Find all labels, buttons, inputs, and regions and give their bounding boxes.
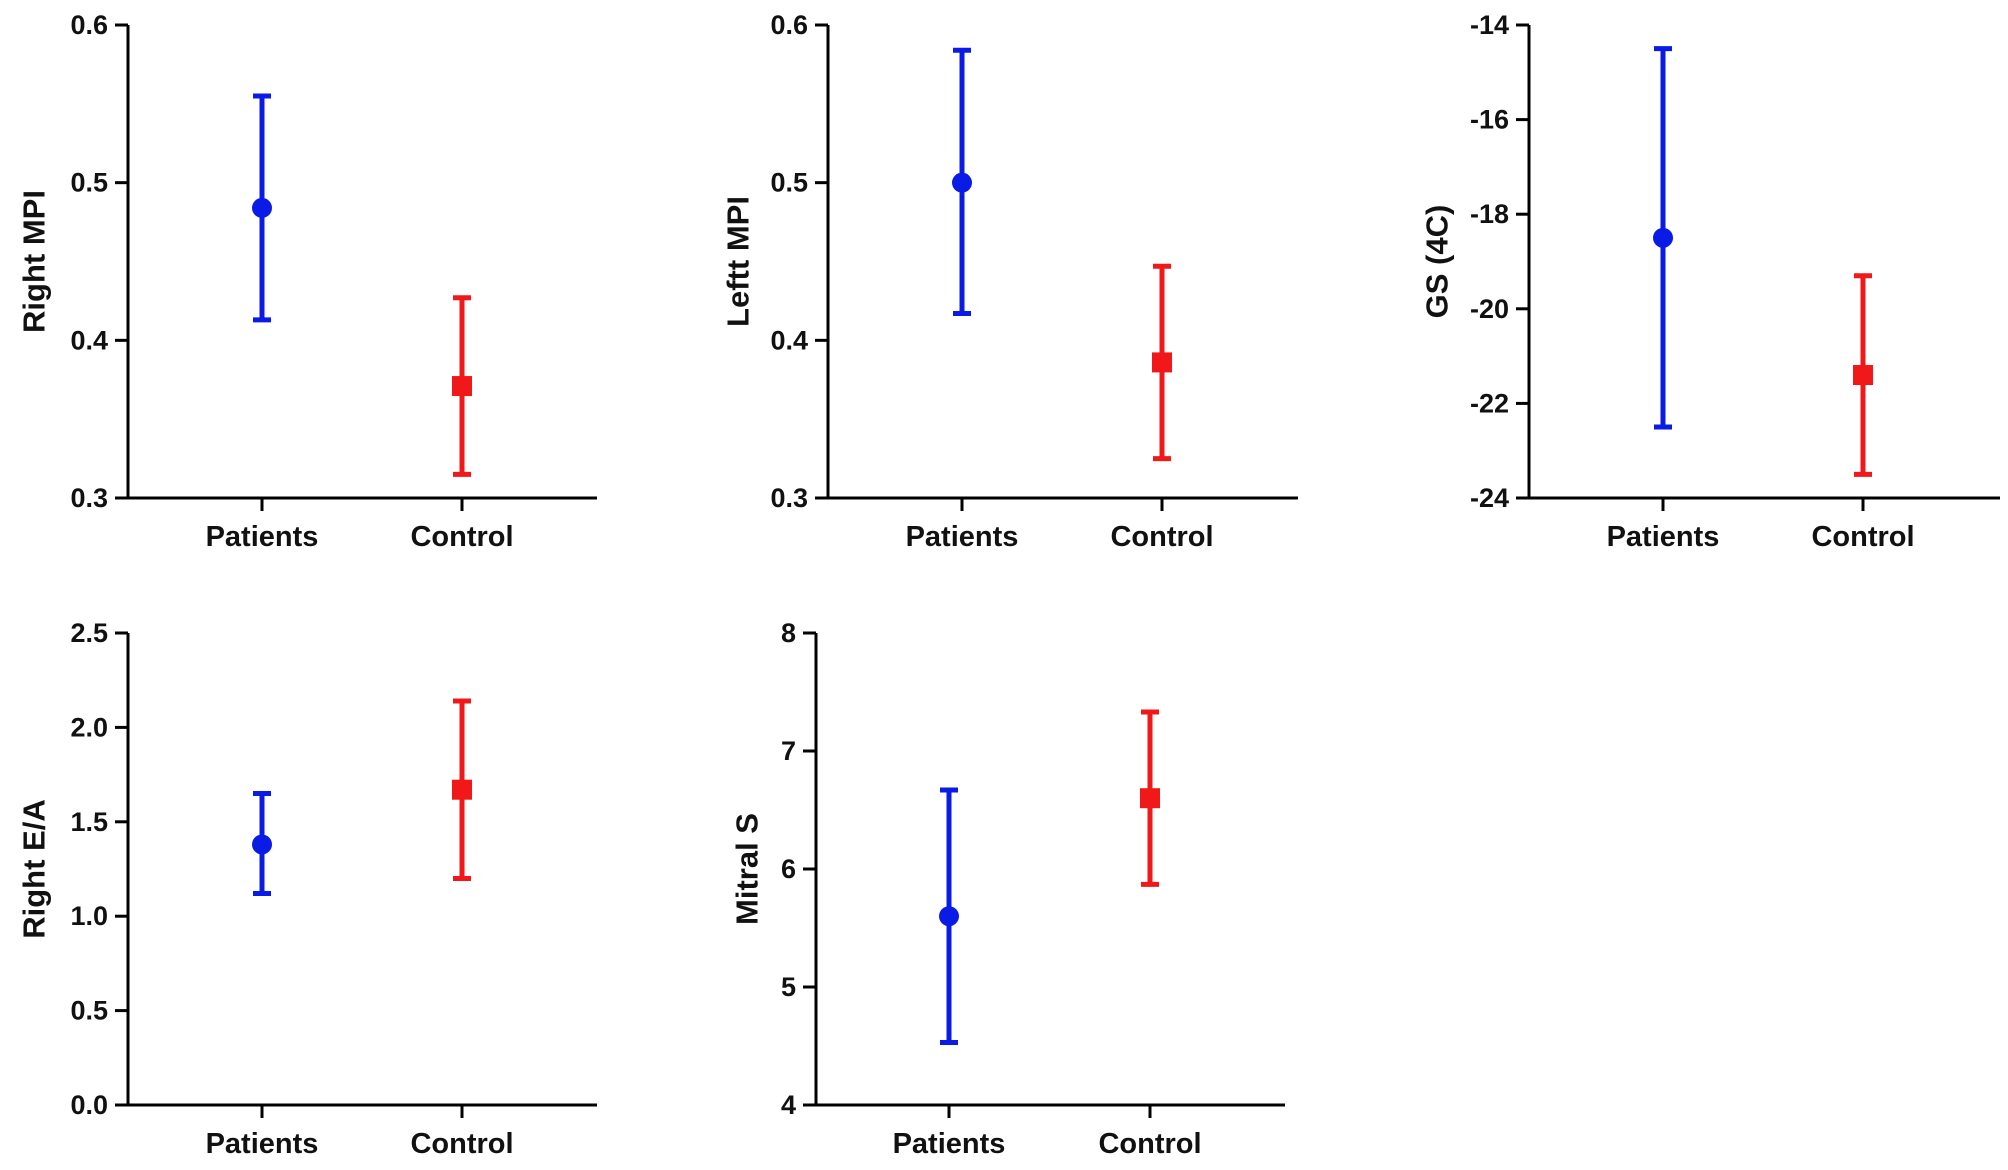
series-patients	[939, 787, 959, 1045]
chart-panel-4: 0.0 0.5 1.0 1.5 2.0 2.5 Patients Control Right E…	[17, 618, 597, 1160]
x-tick-label: Control	[1110, 521, 1213, 553]
mean-point-circle	[252, 197, 272, 218]
y-tick-label: 0.5	[70, 996, 108, 1026]
y-tick-label: 1.5	[70, 807, 108, 837]
series-patients	[252, 93, 272, 323]
y-tick-label: -18	[1470, 199, 1509, 229]
y-axis-title: Right MPI	[17, 190, 52, 333]
y-tick-label: 2.5	[70, 618, 108, 648]
y-axis-title: GS (4C)	[1420, 205, 1455, 319]
y-axis-title: Mitral S	[730, 813, 765, 925]
x-tick-label: Patients	[206, 1128, 319, 1160]
chart-panel-1: 0.3 0.4 0.5 0.6 Patients Control Right MPI	[17, 10, 597, 553]
x-tick-label: Control	[410, 521, 513, 553]
y-tick-label: 4	[781, 1090, 796, 1120]
x-tick-label: Patients	[206, 521, 319, 553]
series-patients	[252, 790, 272, 897]
y-tick-label: 6	[781, 854, 796, 884]
x-tick-label: Patients	[906, 521, 1019, 553]
y-tick-label: 0.6	[770, 10, 808, 40]
mean-point-square	[1853, 365, 1873, 386]
y-tick-label: 1.0	[70, 901, 108, 931]
y-tick-label: 0.4	[70, 325, 108, 355]
y-tick-label: 7	[781, 736, 796, 766]
x-tick-label: Patients	[893, 1128, 1006, 1160]
x-tick-label: Control	[1811, 521, 1914, 553]
y-axis-title: Leftt MPI	[721, 196, 756, 327]
mean-point-circle	[252, 834, 272, 855]
x-tick-label: Patients	[1607, 521, 1720, 553]
mean-point-square	[1140, 788, 1160, 809]
y-tick-label: -16	[1470, 105, 1509, 135]
y-tick-label: 0.3	[70, 483, 108, 513]
mean-point-square	[452, 779, 472, 800]
mean-point-circle	[1653, 227, 1673, 248]
y-axis-title: Right E/A	[17, 799, 52, 939]
chart-panel-5: 4 5 6 7 8 Patients Control Mitral S	[730, 618, 1285, 1160]
y-tick-label: 0.3	[770, 483, 808, 513]
mean-point-circle	[952, 172, 972, 193]
y-tick-label: 0.0	[70, 1090, 108, 1120]
x-tick-label: Control	[410, 1128, 513, 1160]
chart-panel-2: 0.3 0.4 0.5 0.6 Patients Control Leftt MPI	[721, 10, 1298, 553]
chart-panel-3: -24 -22 -20 -18 -16 -14 Patients Control GS (4C)	[1420, 10, 2000, 553]
x-tick-label: Control	[1098, 1128, 1201, 1160]
y-tick-label: 0.5	[770, 168, 808, 198]
y-tick-label: 0.6	[70, 10, 108, 40]
mean-point-square	[452, 376, 472, 397]
y-tick-label: 2.0	[70, 712, 108, 742]
y-tick-label: -24	[1470, 483, 1509, 513]
series-control	[1152, 263, 1172, 462]
mean-point-square	[1152, 352, 1172, 373]
series-control	[452, 698, 472, 881]
y-tick-label: 5	[781, 972, 796, 1002]
series-control	[452, 295, 472, 477]
y-tick-label: -20	[1470, 294, 1509, 324]
y-tick-label: 0.5	[70, 168, 108, 198]
y-tick-label: 0.4	[770, 325, 808, 355]
series-control	[1140, 709, 1160, 887]
y-tick-label: 8	[781, 618, 796, 648]
y-tick-label: -14	[1470, 10, 1509, 40]
series-patients	[1653, 46, 1673, 430]
series-patients	[952, 47, 972, 317]
y-tick-label: -22	[1470, 388, 1509, 418]
series-control	[1853, 273, 1873, 477]
mean-point-circle	[939, 906, 959, 927]
